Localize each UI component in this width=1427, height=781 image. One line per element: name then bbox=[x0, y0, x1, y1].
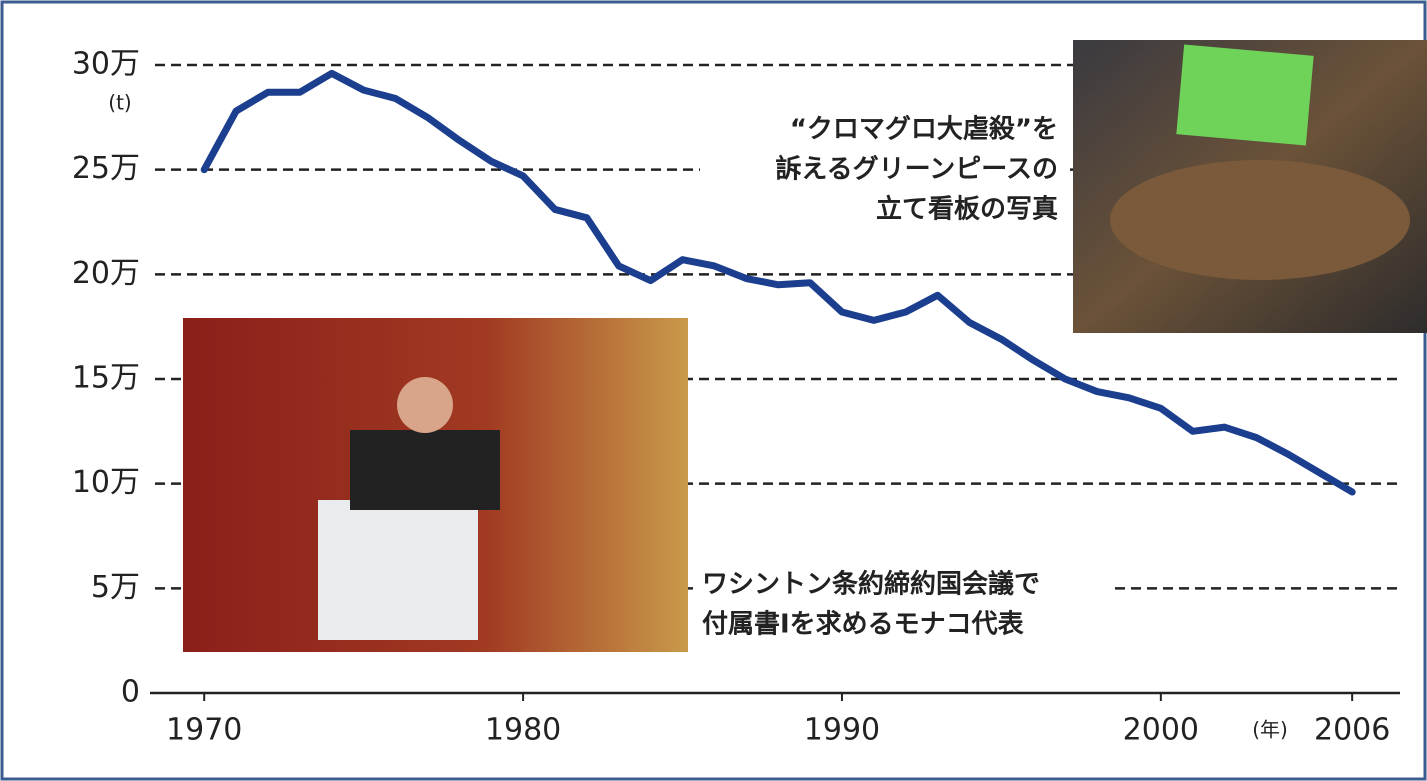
x-tick-label: 1970 bbox=[166, 713, 242, 748]
photo-monaco bbox=[183, 318, 688, 652]
x-tick-label: 1980 bbox=[485, 713, 561, 748]
caption: 付属書Ⅰを求めるモナコ代表 bbox=[702, 610, 1025, 640]
x-tick-label: 1990 bbox=[804, 713, 880, 748]
y-tick-label: 5万 bbox=[91, 570, 140, 605]
photo-speaker bbox=[350, 430, 500, 510]
photo-head bbox=[397, 377, 453, 433]
photo-fish bbox=[1110, 160, 1410, 280]
x-axis-label: (年) bbox=[1252, 718, 1288, 742]
y-tick-label: 10万 bbox=[72, 465, 140, 500]
photo-podium bbox=[318, 500, 478, 640]
x-tick-label: 2000 bbox=[1123, 713, 1199, 748]
y-tick-label: 20万 bbox=[72, 256, 140, 291]
y-tick-label: 15万 bbox=[72, 361, 140, 396]
caption: ワシントン条約締約国会議で bbox=[702, 569, 1040, 600]
x-tick-label: 2006 bbox=[1314, 713, 1390, 748]
photo-greenpeace bbox=[1073, 40, 1427, 333]
photo-sign bbox=[1176, 45, 1313, 146]
y-tick-label: 30万 bbox=[72, 47, 140, 82]
caption: 立て看板の写真 bbox=[876, 194, 1058, 225]
y-tick-label: 0 bbox=[121, 675, 140, 710]
caption: “クロマグロ大虐殺”を bbox=[790, 115, 1058, 145]
caption: 訴えるグリーンピースの bbox=[775, 154, 1058, 185]
y-tick-label: 25万 bbox=[72, 151, 140, 186]
y-axis-label: (t) bbox=[108, 91, 131, 115]
chart: 0 5万 10万 15万 20万 25万 30万 (t) 1970 1980 1990 2000 200… bbox=[0, 0, 1427, 781]
